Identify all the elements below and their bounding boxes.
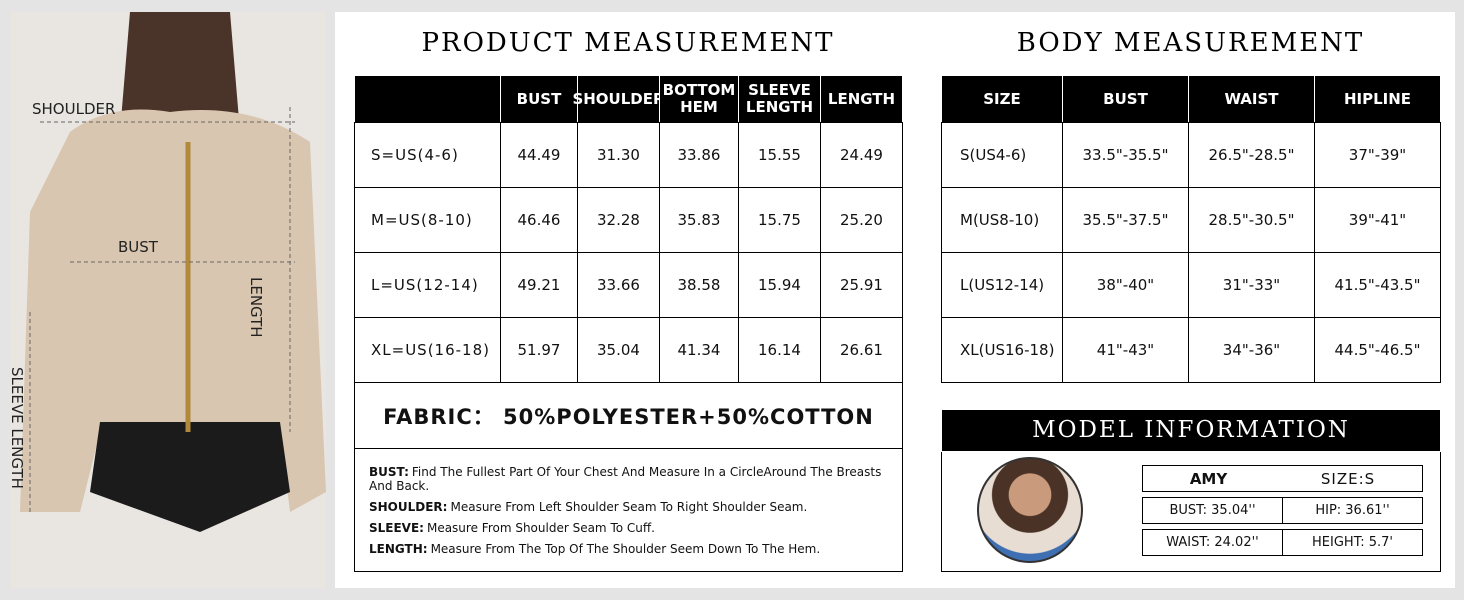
column-header: WAIST — [1188, 75, 1315, 123]
model-name: AMY — [1189, 469, 1228, 488]
photo-panel: SHOULDER BUST LENGTH SLEEVE LENGTH — [10, 12, 326, 588]
note-term: BUST: — [369, 464, 409, 479]
table-value: 44.49 — [500, 122, 578, 188]
bust-label: BUST — [118, 238, 158, 256]
table-value: 35.5"-37.5" — [1062, 187, 1189, 253]
column-header: HIPLINE — [1314, 75, 1441, 123]
header-cell — [354, 75, 501, 123]
table-value: 38"-40" — [1062, 252, 1189, 318]
table-value: 15.94 — [738, 252, 821, 318]
note: BUST: Find The Fullest Part Of Your Chest… — [369, 465, 888, 493]
size-cell: L(US12-14) — [941, 252, 1063, 318]
table-value: 32.28 — [577, 187, 660, 253]
note-text: Measure From Shoulder Seam To Cuff. — [426, 520, 655, 535]
column-header: SLEEVE LENGTH — [738, 75, 821, 123]
table-value: 31"-33" — [1188, 252, 1315, 318]
body-title: BODY MEASUREMENT — [1016, 28, 1365, 58]
size-cell: L=US(12-14) — [354, 252, 501, 318]
size-cell: S=US(4-6) — [354, 122, 501, 188]
size-cell: XL(US16-18) — [941, 317, 1063, 383]
table-value: 35.04 — [577, 317, 660, 383]
size-cell: XL=US(16-18) — [354, 317, 501, 383]
model-size: SIZE:S — [1320, 469, 1376, 488]
column-header: BOTTOM HEM — [659, 75, 739, 123]
model-stat: BUST: 35.04'' — [1142, 497, 1283, 524]
product-title: PRODUCT MEASUREMENT — [421, 28, 835, 58]
model-stat: HEIGHT: 5.7' — [1282, 529, 1423, 556]
table-value: 33.5"-35.5" — [1062, 122, 1189, 188]
table-value: 49.21 — [500, 252, 578, 318]
table-value: 41.34 — [659, 317, 739, 383]
table-value: 33.86 — [659, 122, 739, 188]
table-value: 37"-39" — [1314, 122, 1441, 188]
table-value: 25.20 — [820, 187, 903, 253]
table-value: 39"-41" — [1314, 187, 1441, 253]
table-value: 44.5"-46.5" — [1314, 317, 1441, 383]
table-value: 15.75 — [738, 187, 821, 253]
model-title: MODEL INFORMATION — [941, 409, 1441, 452]
note: SLEEVE: Measure From Shoulder Seam To Cuf… — [369, 521, 655, 535]
table-value: 41"-43" — [1062, 317, 1189, 383]
photo-illustration — [20, 12, 326, 532]
note: SHOULDER: Measure From Left Shoulder Seam… — [369, 500, 807, 514]
table-value: 26.5"-28.5" — [1188, 122, 1315, 188]
model-name-row: AMY SIZE:S — [1142, 465, 1423, 492]
note-text: Measure From The Top Of The Shoulder See… — [430, 541, 821, 556]
table-value: 24.49 — [820, 122, 903, 188]
note-term: SLEEVE: — [369, 520, 424, 535]
table-value: 28.5"-30.5" — [1188, 187, 1315, 253]
note-term: LENGTH: — [369, 541, 428, 556]
shoulder-label: SHOULDER — [32, 100, 116, 118]
note-text: Find The Fullest Part Of Your Chest And … — [369, 464, 882, 493]
model-photo — [977, 457, 1083, 563]
size-cell: S(US4-6) — [941, 122, 1063, 188]
sleeve-length-label: SLEEVE LENGTH — [10, 367, 26, 489]
notes: BUST: Find The Fullest Part Of Your Chest… — [354, 448, 903, 572]
table-value: 51.97 — [500, 317, 578, 383]
model-stat: WAIST: 24.02'' — [1142, 529, 1283, 556]
model-stat: HIP: 36.61'' — [1282, 497, 1423, 524]
column-header: LENGTH — [820, 75, 903, 123]
column-header: SHOULDER — [572, 75, 665, 123]
table-value: 38.58 — [659, 252, 739, 318]
table-value: 33.66 — [577, 252, 660, 318]
length-label: LENGTH — [247, 277, 265, 338]
table-value: 15.55 — [738, 122, 821, 188]
column-header: BUST — [1062, 75, 1189, 123]
note-term: SHOULDER: — [369, 499, 448, 514]
fabric: FABRIC： 50%POLYESTER+50%COTTON — [354, 382, 903, 449]
table-value: 41.5"-43.5" — [1314, 252, 1441, 318]
size-cell: M=US(8-10) — [354, 187, 501, 253]
table-value: 16.14 — [738, 317, 821, 383]
column-header: SIZE — [941, 75, 1063, 123]
table-value: 25.91 — [820, 252, 903, 318]
table-value: 26.61 — [820, 317, 903, 383]
table-value: 46.46 — [500, 187, 578, 253]
column-header: BUST — [500, 75, 578, 123]
table-value: 35.83 — [659, 187, 739, 253]
table-value: 31.30 — [577, 122, 660, 188]
table-value: 34"-36" — [1188, 317, 1315, 383]
note-text: Measure From Left Shoulder Seam To Right… — [450, 499, 808, 514]
note: LENGTH: Measure From The Top Of The Shoul… — [369, 542, 820, 556]
size-cell: M(US8-10) — [941, 187, 1063, 253]
